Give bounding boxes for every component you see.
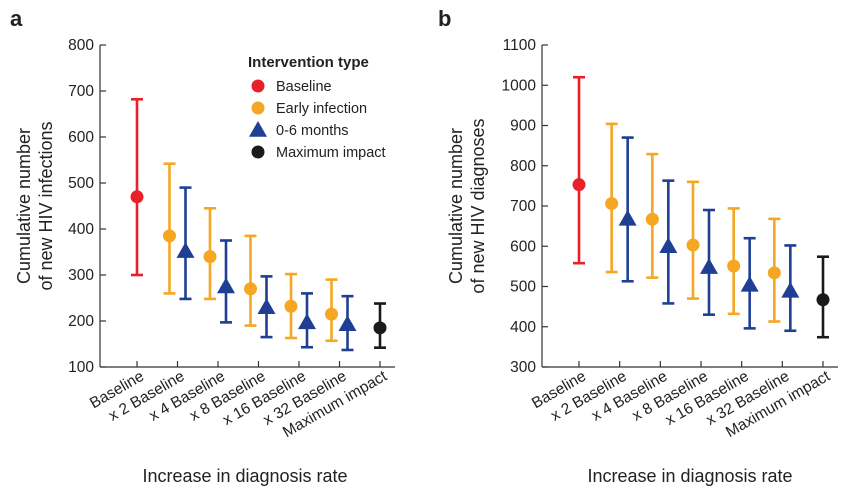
legend-marker <box>251 101 265 115</box>
legend-item-label: 0-6 months <box>276 123 349 139</box>
legend-item-label: Baseline <box>276 79 332 95</box>
legend-marker <box>251 79 265 93</box>
y-tick-label: 300 <box>510 359 536 376</box>
legend-title: Intervention type <box>248 54 369 71</box>
y-axis-label-line: of new HIV diagnoses <box>468 118 488 293</box>
data-point <box>700 258 718 274</box>
y-axis-label-line: Cumulative number <box>446 128 466 284</box>
y-tick-label: 800 <box>68 37 94 54</box>
y-tick-label: 600 <box>510 238 536 255</box>
panel-a-letter: a <box>10 6 23 31</box>
y-axis-label: Cumulative number of new HIV infections <box>14 121 56 290</box>
x-axis-label: Increase in diagnosis rate <box>587 466 792 486</box>
x-axis-label: Increase in diagnosis rate <box>142 466 347 486</box>
data-point <box>284 299 298 313</box>
data-point <box>338 315 357 331</box>
data-point <box>781 281 800 298</box>
data-point <box>244 282 257 296</box>
y-tick-label: 400 <box>510 319 536 336</box>
data-point <box>257 298 276 314</box>
y-axis-label-line: of new HIV infections <box>36 121 56 290</box>
data-point <box>325 307 338 321</box>
data-point <box>767 266 781 280</box>
y-tick-label: 200 <box>68 313 94 330</box>
data-point <box>686 238 700 252</box>
y-tick-label: 700 <box>510 198 536 215</box>
y-tick-label: 1000 <box>502 77 537 94</box>
data-point <box>217 277 235 294</box>
y-tick-label: 100 <box>68 359 94 376</box>
data-point <box>605 197 619 211</box>
data-point <box>727 259 741 273</box>
data-point <box>298 313 316 330</box>
data-point <box>572 178 586 192</box>
y-tick-label: 400 <box>68 221 94 238</box>
data-point <box>740 275 759 292</box>
data-point <box>645 212 659 226</box>
y-tick-label: 300 <box>68 267 94 284</box>
y-axis-label: Cumulative number of new HIV diagnoses <box>446 118 488 293</box>
legend-marker <box>251 145 265 159</box>
data-point <box>176 242 195 258</box>
y-tick-label: 600 <box>68 129 94 146</box>
data-point <box>373 321 387 335</box>
legend-item-label: Early infection <box>276 101 367 117</box>
panel-b-letter: b <box>438 6 451 31</box>
data-point <box>816 293 830 307</box>
y-axis-label-line: Cumulative number <box>14 128 34 284</box>
data-point <box>203 250 217 264</box>
data-point <box>659 237 678 253</box>
legend-marker <box>249 121 267 137</box>
y-tick-label: 500 <box>510 279 536 296</box>
y-tick-label: 1100 <box>503 37 537 54</box>
legend-item-label: Maximum impact <box>276 145 386 161</box>
y-tick-label: 800 <box>510 158 536 175</box>
y-tick-label: 700 <box>68 83 94 100</box>
y-tick-label: 900 <box>510 118 536 135</box>
y-tick-label: 500 <box>68 175 94 192</box>
data-point <box>130 190 144 204</box>
legend: Intervention type Baseline Early infection… <box>248 54 386 161</box>
data-point <box>618 209 637 226</box>
data-point <box>163 229 176 243</box>
